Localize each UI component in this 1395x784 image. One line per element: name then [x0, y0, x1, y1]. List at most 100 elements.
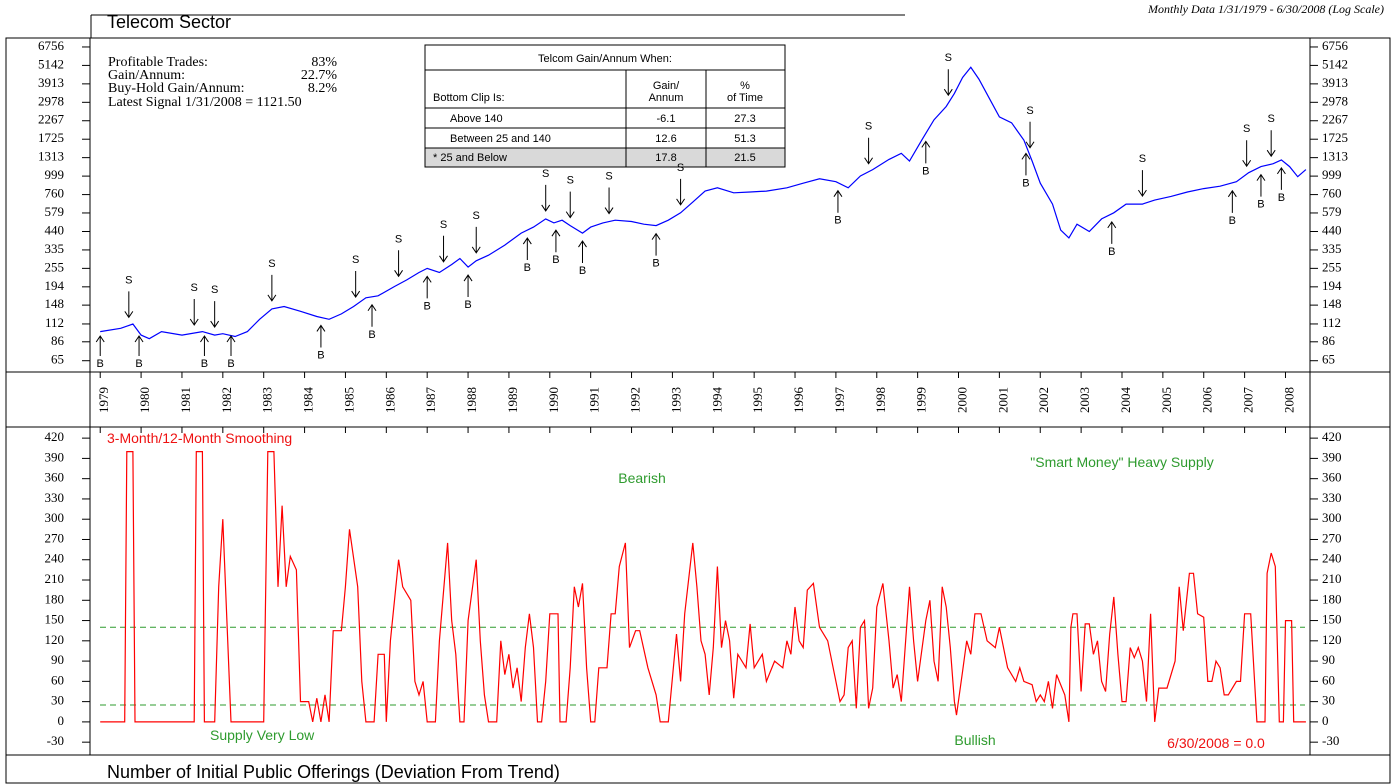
annotation: Supply Very Low — [210, 727, 315, 743]
signal-arrow — [210, 301, 220, 328]
signal-arrow — [551, 229, 561, 253]
x-tick-label: 1987 — [423, 387, 438, 414]
signal-arrow — [1138, 170, 1147, 198]
signal: B — [522, 237, 532, 274]
signal-label: B — [524, 262, 531, 274]
table-header: Bottom Clip Is: — [433, 92, 505, 104]
signal: B — [551, 229, 561, 266]
signal: S — [210, 284, 220, 328]
y-tick-label: 335 — [1322, 241, 1342, 256]
signal-arrow — [226, 335, 236, 356]
y-tick-label: 2978 — [1322, 93, 1348, 108]
x-tick-label: 1995 — [750, 387, 765, 413]
x-tick-label: 2002 — [1036, 387, 1051, 413]
x-tick-label: 1981 — [178, 387, 193, 413]
y-tick-label: 194 — [45, 278, 65, 293]
signal-label: S — [542, 168, 549, 180]
y-tick-label: 270 — [45, 530, 65, 545]
signal-label: S — [440, 219, 447, 231]
signal: B — [367, 303, 377, 341]
signal-arrow — [316, 324, 326, 348]
x-tick-label: 1990 — [546, 387, 561, 413]
y-tick-label: 86 — [1322, 333, 1336, 348]
signal-arrow — [1266, 130, 1276, 158]
signal-label: B — [922, 165, 929, 177]
annotation: Bullish — [954, 732, 995, 748]
y-tick-label: 60 — [1322, 672, 1335, 687]
table-header: % — [740, 80, 750, 92]
signal-arrow — [565, 191, 575, 219]
table-cell: 17.8 — [655, 152, 676, 164]
signal: S — [267, 258, 277, 302]
y-tick-label: -30 — [47, 733, 64, 748]
y-tick-label: 300 — [45, 510, 65, 525]
y-tick-label: 150 — [1322, 612, 1342, 627]
y-tick-label: 1313 — [38, 149, 64, 164]
signal-arrow — [134, 335, 144, 356]
y-tick-label: 210 — [1322, 571, 1342, 586]
table-title: Telcom Gain/Annum When: — [538, 53, 672, 65]
signal: S — [1266, 113, 1276, 158]
y-tick-label: 390 — [45, 449, 65, 464]
signal-label: B — [552, 254, 559, 266]
x-tick-label: 1986 — [382, 387, 397, 414]
x-tick-label: 2003 — [1077, 387, 1092, 413]
signal-arrow — [541, 184, 551, 212]
signal: S — [471, 210, 481, 254]
y-tick-label: 150 — [45, 612, 65, 627]
signal-label: S — [395, 233, 402, 245]
y-tick-label: 5142 — [1322, 56, 1348, 71]
y-tick-label: 1313 — [1322, 149, 1348, 164]
signal-label: B — [97, 358, 104, 370]
signal-arrow — [676, 178, 686, 206]
signal: B — [422, 275, 432, 312]
signal-label: S — [1268, 113, 1275, 125]
stat-label: Gain/Annum: — [108, 68, 185, 83]
x-tick-label: 1996 — [791, 387, 806, 414]
signal: S — [1242, 123, 1252, 168]
table-frame — [424, 44, 786, 168]
frame — [5, 37, 1391, 784]
signal: S — [604, 171, 614, 215]
y-tick-label: 760 — [1322, 186, 1342, 201]
y-tick-label: 90 — [1322, 652, 1335, 667]
x-tick-label: 1985 — [341, 387, 356, 413]
signal-label: S — [268, 258, 275, 270]
y-tick-label: 360 — [45, 470, 65, 485]
signal: S — [541, 168, 551, 212]
signal: B — [833, 189, 843, 227]
stats-box: Profitable Trades: 83% Gain/Annum: 22.7%… — [108, 55, 337, 110]
y-tick-label: 999 — [1322, 167, 1342, 182]
signal-label: B — [368, 329, 375, 341]
signal-label: S — [473, 210, 480, 222]
y-tick-label: 6756 — [1322, 38, 1349, 53]
chart-subtitle: Monthly Data 1/31/1979 - 6/30/2008 (Log … — [1147, 2, 1384, 16]
table-cell: 21.5 — [734, 152, 755, 164]
y-tick-label: 2978 — [38, 93, 64, 108]
signal-arrow — [578, 240, 587, 264]
signal-label: B — [464, 299, 471, 311]
y-tick-label: 330 — [45, 490, 65, 505]
signal-arrow — [833, 189, 843, 213]
signal-label: S — [567, 175, 574, 187]
signal-label: B — [317, 349, 324, 361]
y-tick-label: 5142 — [38, 56, 64, 71]
y-tick-label: 255 — [1322, 259, 1342, 274]
signal-arrow — [1276, 166, 1286, 190]
signal-arrow — [422, 275, 432, 299]
y-tick-label: 65 — [1322, 352, 1335, 367]
y-tick-label: 255 — [45, 259, 65, 274]
y-tick-label: 440 — [1322, 222, 1342, 237]
signal: S — [864, 121, 874, 165]
signal-arrow — [522, 237, 532, 261]
y-tick-label: 390 — [1322, 449, 1342, 464]
x-tick-label: 1991 — [587, 387, 602, 413]
signal: B — [651, 232, 661, 270]
signal-arrow — [267, 274, 277, 302]
signal-arrow — [351, 271, 361, 298]
x-tick-label: 1988 — [464, 387, 479, 413]
stat-value: 22.7% — [301, 68, 338, 83]
x-tick-label: 2005 — [1159, 387, 1174, 413]
signal-arrow — [921, 140, 931, 164]
signal-arrow — [651, 232, 661, 256]
